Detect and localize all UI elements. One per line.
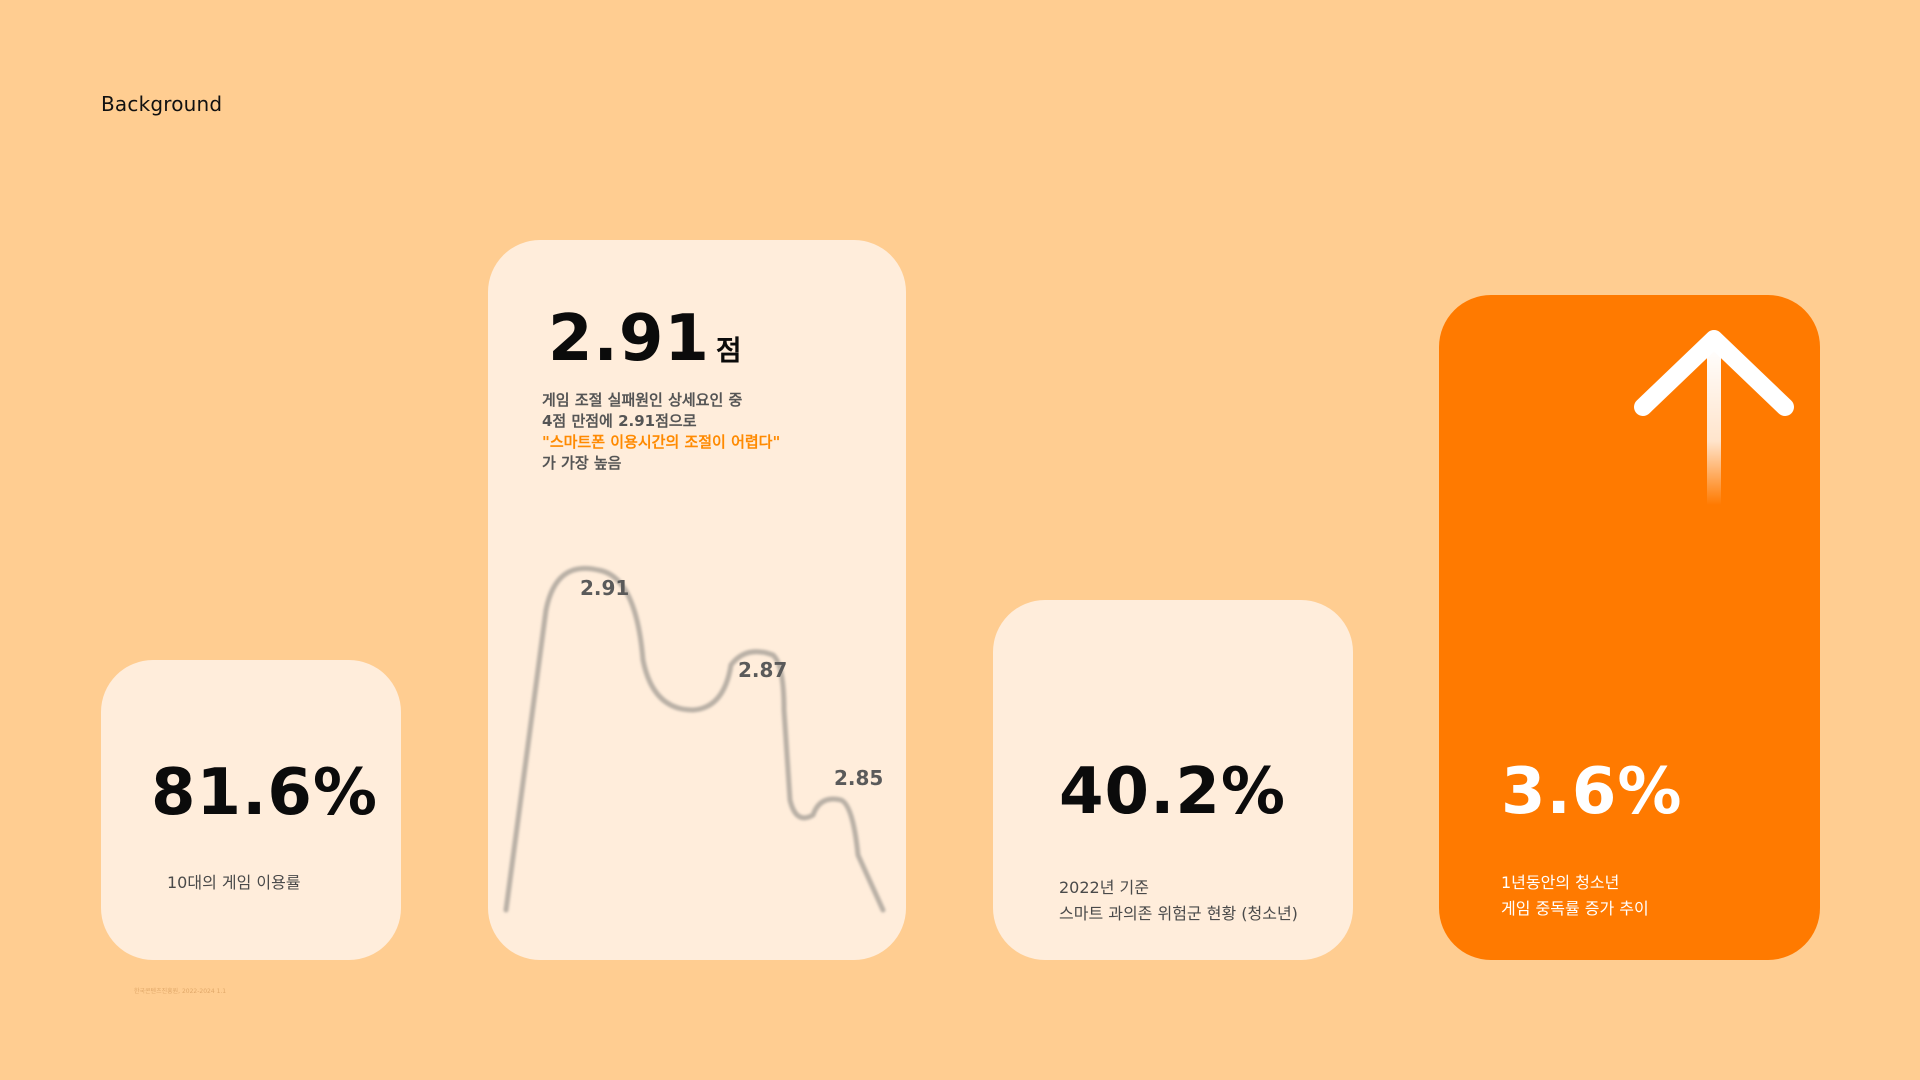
desc-line: 가 가장 높음 [542,454,622,472]
stat-label: 1년동안의 청소년 게임 중독률 증가 추이 [1501,870,1649,922]
stat-card-risk-group: 40.2% 2022년 기준 스마트 과의존 위험군 현황 (청소년) [993,600,1353,960]
label-line: 2022년 기준 [1059,878,1149,897]
score-value: 2.91 점 [548,302,743,376]
curve-path [503,565,886,913]
curve-label: 2.87 [738,658,788,682]
desc-line: 게임 조절 실패원인 상세요인 중 [542,391,743,409]
stat-card-addiction-increase: 3.6% 1년동안의 청소년 게임 중독률 증가 추이 [1439,295,1820,960]
label-line: 스마트 과의존 위험군 현황 (청소년) [1059,904,1298,923]
desc-line: 4점 만점에 2.91점으로 [542,412,697,430]
label-line: 게임 중독률 증가 추이 [1501,899,1649,918]
arrow-up-icon [1634,330,1794,505]
score-number: 2.91 [548,302,710,376]
desc-highlight: "스마트폰 이용시간의 조절이 어렵다" [542,433,781,451]
label-line: 1년동안의 청소년 [1501,873,1620,892]
curve-label: 2.85 [834,766,884,790]
source-note: 한국콘텐츠진흥원, 2022-2024 1.1 [134,988,227,995]
curve-label: 2.91 [580,576,630,600]
decorative-curve [503,565,886,913]
stat-card-game-usage: 81.6% 10대의 게임 이용률 [101,660,401,960]
page-heading: Background [101,92,223,116]
score-unit: 점 [715,334,743,367]
stat-card-control-failure: 2.91 점 게임 조절 실패원인 상세요인 중 4점 만점에 2.91점으로 "… [488,240,906,960]
stat-label: 2022년 기준 스마트 과의존 위험군 현황 (청소년) [1059,875,1298,927]
stat-value: 3.6% [1501,755,1683,829]
stat-value: 81.6% [151,756,379,830]
stat-label: 10대의 게임 이용률 [167,873,301,892]
score-description: 게임 조절 실패원인 상세요인 중 4점 만점에 2.91점으로 "스마트폰 이… [542,390,780,474]
stat-value: 40.2% [1059,755,1287,829]
